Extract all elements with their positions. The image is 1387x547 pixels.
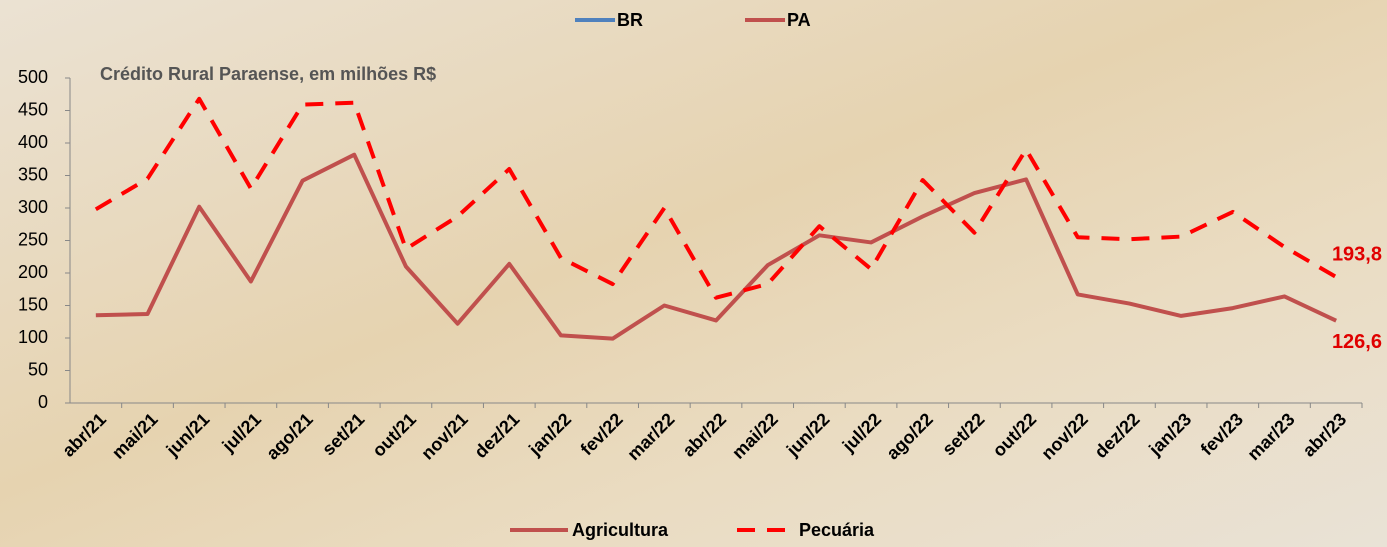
legend-label: Pecuária <box>799 520 875 540</box>
legend-label: BR <box>617 10 643 30</box>
y-tick-label: 200 <box>18 262 48 282</box>
y-tick-label: 100 <box>18 327 48 347</box>
y-tick-label: 450 <box>18 99 48 119</box>
y-tick-label: 0 <box>38 392 48 412</box>
y-tick-label: 250 <box>18 229 48 249</box>
y-tick-label: 400 <box>18 132 48 152</box>
legend-label: Agricultura <box>572 520 669 540</box>
y-tick-label: 300 <box>18 197 48 217</box>
value-label: 193,8 <box>1332 243 1382 265</box>
y-tick-label: 350 <box>18 164 48 184</box>
y-tick-label: 150 <box>18 294 48 314</box>
value-label: 126,6 <box>1332 331 1382 353</box>
chart-title: Crédito Rural Paraense, em milhões R$ <box>100 64 436 84</box>
legend-label: PA <box>787 10 811 30</box>
chart: Crédito Rural Paraense, em milhões R$ 0 5… <box>0 0 1387 547</box>
y-tick-label: 500 <box>18 67 48 87</box>
y-tick-label: 50 <box>28 359 48 379</box>
